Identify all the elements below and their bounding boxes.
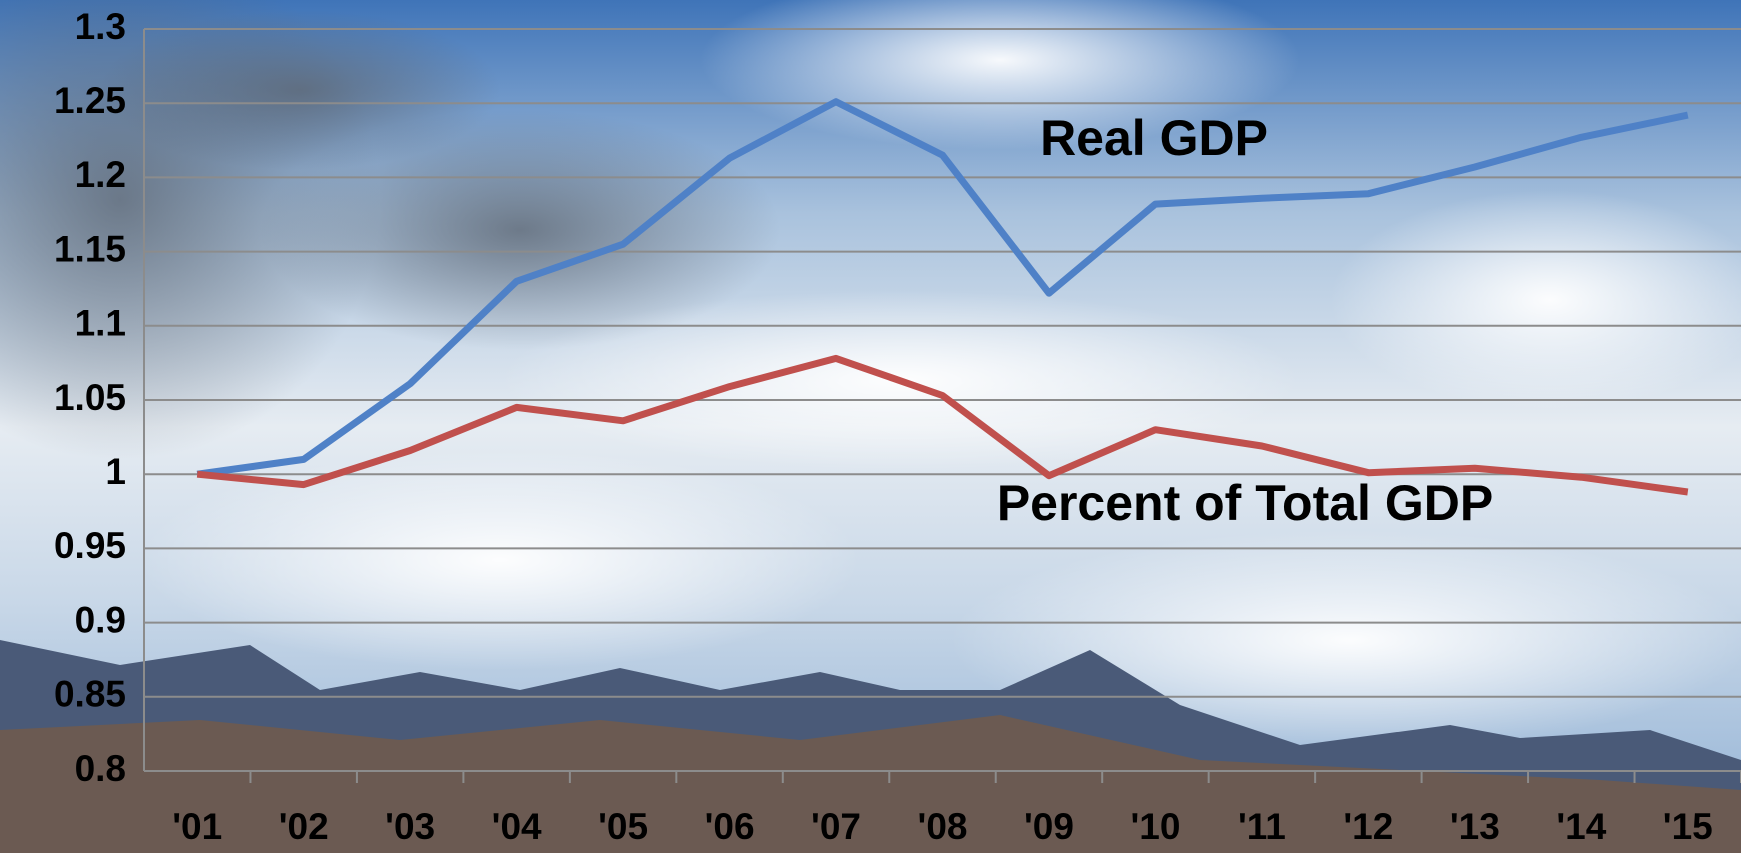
- y-tick-label: 1.05: [54, 377, 126, 418]
- x-tick-label: '01: [172, 806, 222, 847]
- x-tick-label: '08: [918, 806, 968, 847]
- x-tick-label: '15: [1663, 806, 1713, 847]
- x-tick-label: '09: [1024, 806, 1074, 847]
- y-tick-label: 0.95: [54, 525, 126, 566]
- y-tick-label: 0.85: [54, 674, 126, 715]
- y-tick-label: 0.9: [75, 599, 126, 640]
- line-series: [196, 98, 1689, 478]
- y-tick-label: 1.2: [75, 154, 126, 195]
- y-tick-label: 0.8: [75, 748, 126, 789]
- series-label: Percent of Total GDP: [997, 475, 1493, 531]
- x-tick-label: '07: [811, 806, 861, 847]
- y-tick-label: 1.3: [75, 6, 126, 47]
- series-label: Real GDP: [1040, 110, 1268, 166]
- x-tick-label: '03: [385, 806, 435, 847]
- y-tick-label: 1: [105, 451, 126, 492]
- x-tick-label: '04: [492, 806, 542, 847]
- x-tick-label: '02: [279, 806, 329, 847]
- x-tick-label: '12: [1343, 806, 1393, 847]
- y-tick-label: 1.1: [75, 303, 126, 344]
- x-tick-label: '10: [1130, 806, 1180, 847]
- y-tick-label: 1.15: [54, 228, 126, 269]
- y-tick-label: 1.25: [54, 80, 126, 121]
- x-tick-label: '14: [1556, 806, 1606, 847]
- x-tick-label: '13: [1450, 806, 1500, 847]
- x-tick-label: '05: [598, 806, 648, 847]
- x-tick-label: '11: [1238, 806, 1286, 847]
- line-series: [196, 354, 1689, 496]
- x-tick-label: '06: [705, 806, 755, 847]
